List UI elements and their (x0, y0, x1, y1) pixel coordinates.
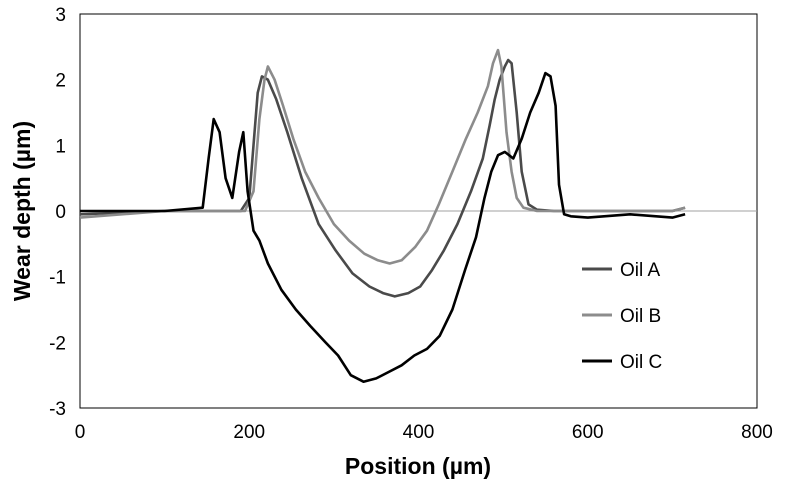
x-tick-label: 200 (233, 422, 265, 443)
legend-label-oil-b: Oil B (620, 306, 661, 327)
series-layer (79, 48, 686, 384)
legend-label-oil-a: Oil A (620, 260, 660, 281)
y-tick-label: -3 (49, 399, 66, 420)
series-line-oil-c (80, 71, 686, 384)
y-tick-label: -1 (49, 268, 66, 289)
x-tick-labels: 0 200 400 600 800 (75, 422, 773, 443)
x-tick-label: 600 (572, 422, 604, 443)
y-tick-labels: 3 2 1 0 -1 -2 -3 (49, 5, 66, 420)
y-tick-label: 1 (55, 136, 66, 157)
y-tick-label: 2 (55, 71, 66, 92)
legend-label-oil-c: Oil C (620, 352, 662, 373)
x-tick-label: 400 (403, 422, 435, 443)
legend: Oil A Oil B Oil C (582, 260, 662, 373)
x-axis-title: Position (µm) (345, 453, 491, 479)
y-tick-label: 0 (55, 202, 66, 223)
x-tick-label: 800 (741, 422, 773, 443)
y-axis-title: Wear depth (µm) (9, 121, 35, 301)
y-tick-label: -2 (49, 333, 66, 354)
series-line-oil-b (79, 48, 686, 265)
y-tick-label: 3 (55, 5, 66, 26)
x-tick-label: 0 (75, 422, 86, 443)
